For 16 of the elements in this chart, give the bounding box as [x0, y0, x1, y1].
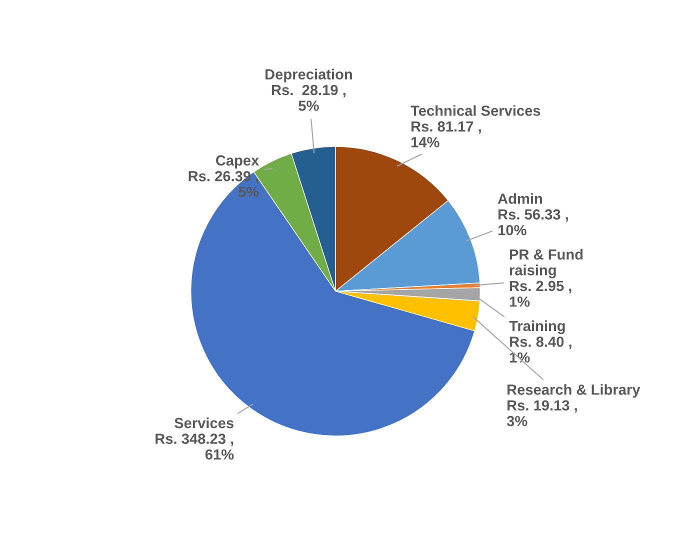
- slice-label: Services: [174, 418, 234, 428]
- slice-label: Technical Services: [410, 105, 540, 116]
- data-label: Rs. 56.33 , 10%: [498, 209, 568, 236]
- slice-label: Depreciation: [266, 68, 352, 82]
- slice-label: PR & Fund raising: [510, 248, 583, 278]
- data-label: Rs. 8.40 , 1%: [510, 336, 572, 363]
- slice-label: Admin: [498, 193, 542, 204]
- data-label: Rs. 2.95 , 1%: [510, 280, 572, 307]
- data-label: Rs. 348.23 , 61%: [156, 434, 234, 460]
- data-label: Rs. 81.17 , 14%: [411, 121, 481, 148]
- data-label: Rs. 26.39 , 5%: [188, 171, 259, 198]
- slice-label: Research & Library: [508, 384, 640, 398]
- data-label: Rs. 28.19 , 5%: [272, 84, 346, 111]
- slice-label: Capex: [216, 155, 260, 168]
- data-label: Rs. 19.13 , 3%: [506, 400, 577, 426]
- slice-label: Training: [509, 320, 565, 334]
